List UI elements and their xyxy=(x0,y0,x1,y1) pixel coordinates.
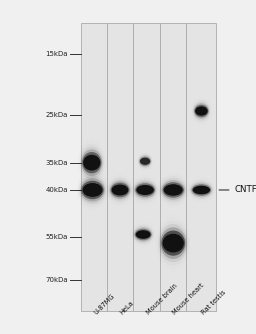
Ellipse shape xyxy=(81,149,102,176)
Text: 15kDa: 15kDa xyxy=(45,50,68,56)
Ellipse shape xyxy=(161,230,185,256)
Ellipse shape xyxy=(195,107,208,116)
Ellipse shape xyxy=(193,186,210,194)
Ellipse shape xyxy=(80,178,105,202)
Ellipse shape xyxy=(80,147,103,179)
Ellipse shape xyxy=(140,158,150,165)
Ellipse shape xyxy=(81,181,104,199)
Text: U-87MG: U-87MG xyxy=(93,293,115,316)
Text: Rat testis: Rat testis xyxy=(200,289,227,316)
Ellipse shape xyxy=(134,181,156,198)
Ellipse shape xyxy=(136,230,151,239)
Ellipse shape xyxy=(136,185,154,195)
Ellipse shape xyxy=(194,105,208,117)
Ellipse shape xyxy=(82,152,101,173)
Ellipse shape xyxy=(133,180,157,200)
Text: 55kDa: 55kDa xyxy=(46,234,68,240)
Ellipse shape xyxy=(112,184,128,195)
Ellipse shape xyxy=(163,182,184,198)
Text: CNTFR: CNTFR xyxy=(234,185,256,194)
Bar xyxy=(107,23,133,311)
Ellipse shape xyxy=(159,224,188,262)
Ellipse shape xyxy=(193,102,210,121)
Ellipse shape xyxy=(160,227,186,259)
Ellipse shape xyxy=(160,178,186,202)
Text: Mouse heart: Mouse heart xyxy=(172,282,206,316)
Ellipse shape xyxy=(192,184,211,196)
Ellipse shape xyxy=(79,176,106,204)
Text: HeLa: HeLa xyxy=(119,300,135,316)
Ellipse shape xyxy=(83,183,102,197)
Text: 70kDa: 70kDa xyxy=(45,278,68,284)
Text: Mouse brain: Mouse brain xyxy=(145,283,178,316)
Ellipse shape xyxy=(111,183,129,197)
Ellipse shape xyxy=(163,234,184,253)
Ellipse shape xyxy=(135,229,152,240)
Ellipse shape xyxy=(83,155,100,171)
Ellipse shape xyxy=(110,181,130,199)
Text: 35kDa: 35kDa xyxy=(45,160,68,166)
Bar xyxy=(160,23,186,311)
Ellipse shape xyxy=(135,183,155,197)
Ellipse shape xyxy=(139,155,152,167)
Text: 25kDa: 25kDa xyxy=(46,112,68,118)
Ellipse shape xyxy=(191,183,212,197)
Bar xyxy=(133,23,160,311)
Ellipse shape xyxy=(162,180,185,200)
Ellipse shape xyxy=(139,156,151,166)
Bar xyxy=(186,23,216,311)
Bar xyxy=(81,23,107,311)
Ellipse shape xyxy=(194,103,209,119)
Ellipse shape xyxy=(134,227,152,242)
Ellipse shape xyxy=(109,179,131,201)
Ellipse shape xyxy=(164,184,183,196)
Text: 40kDa: 40kDa xyxy=(45,187,68,193)
